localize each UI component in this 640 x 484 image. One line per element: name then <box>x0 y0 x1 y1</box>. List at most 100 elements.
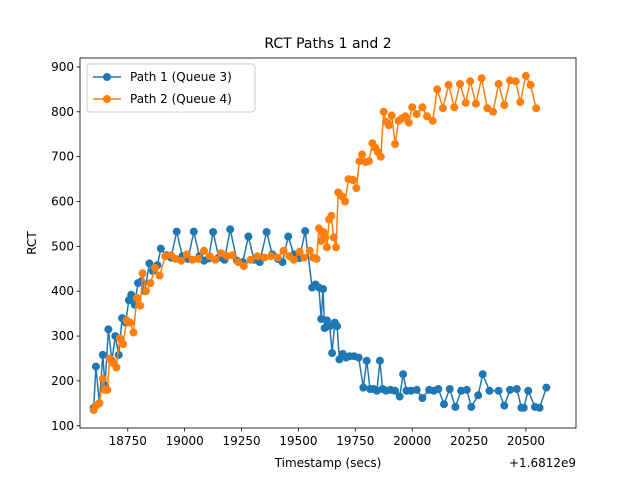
data-point <box>267 252 276 261</box>
x-axis-offset-label: +1.6812e9 <box>509 456 576 470</box>
data-point <box>516 98 525 106</box>
data-point <box>474 391 483 400</box>
data-point <box>136 301 145 310</box>
data-point <box>138 269 147 278</box>
x-tick-label: 19000 <box>166 434 204 448</box>
y-tick-label: 500 <box>51 239 74 253</box>
data-point <box>200 246 208 255</box>
data-point <box>532 104 541 113</box>
data-point <box>535 403 544 412</box>
data-point <box>471 99 480 108</box>
data-point <box>526 80 535 89</box>
data-point <box>129 328 138 337</box>
data-point <box>500 101 509 110</box>
data-point <box>262 228 271 236</box>
data-point <box>408 103 417 112</box>
data-point <box>521 71 530 80</box>
y-axis-label: RCT <box>25 231 39 255</box>
data-point <box>391 140 400 149</box>
data-point <box>467 402 476 411</box>
y-tick-label: 300 <box>51 329 74 343</box>
data-point <box>444 80 453 89</box>
data-point <box>483 104 492 113</box>
x-tick-label: 18750 <box>109 434 147 448</box>
data-point <box>98 350 107 359</box>
data-point <box>412 110 421 119</box>
data-point <box>151 263 160 272</box>
data-point <box>451 402 460 411</box>
axes-frame <box>79 57 577 429</box>
data-point <box>349 176 357 184</box>
data-point <box>295 247 304 256</box>
data-point <box>226 225 235 234</box>
data-point <box>376 152 385 161</box>
data-point <box>412 385 421 394</box>
data-point <box>433 85 442 94</box>
data-point <box>352 184 361 193</box>
data-point <box>211 255 220 264</box>
data-point <box>142 287 150 296</box>
data-point <box>209 228 218 236</box>
data-point <box>332 243 340 252</box>
data-point <box>322 243 331 252</box>
data-point <box>289 255 298 264</box>
data-point <box>456 80 464 88</box>
data-point <box>260 253 269 262</box>
data-point <box>126 318 135 327</box>
data-point <box>391 386 400 395</box>
y-tick-label: 800 <box>51 105 74 119</box>
data-point <box>434 385 443 393</box>
data-point <box>156 244 165 253</box>
data-point <box>114 350 123 359</box>
legend-label: Path 1 (Queue 3) <box>130 70 232 84</box>
data-point <box>511 77 520 86</box>
data-point <box>341 197 350 206</box>
data-point <box>312 254 321 263</box>
data-point <box>401 112 410 121</box>
data-point <box>387 111 396 120</box>
y-tick-label: 100 <box>51 419 74 433</box>
data-point <box>112 363 121 372</box>
data-point <box>284 232 293 241</box>
data-point <box>321 233 330 242</box>
data-point <box>466 77 475 86</box>
legend-items: Path 1 (Queue 3) Path 2 (Queue 4) <box>93 70 232 106</box>
data-point <box>95 399 104 408</box>
y-tick-label: 200 <box>51 374 74 388</box>
x-tick-label: 20500 <box>507 434 545 448</box>
data-point <box>329 233 338 242</box>
data-point <box>132 293 141 302</box>
data-point <box>305 246 314 255</box>
data-point <box>177 256 186 265</box>
data-point <box>494 80 503 88</box>
data-point <box>273 253 282 262</box>
x-tick-label: 20000 <box>393 434 431 448</box>
y-tick-label: 900 <box>51 60 74 74</box>
data-point <box>438 104 447 113</box>
x-tick-label: 19250 <box>222 434 260 448</box>
data-point <box>399 370 408 379</box>
data-point <box>194 254 203 263</box>
data-point <box>428 116 437 125</box>
x-tick-label: 20250 <box>450 434 488 448</box>
legend-marker <box>103 73 111 81</box>
y-tick-label: 600 <box>51 195 74 209</box>
x-tick-label: 19750 <box>336 434 374 448</box>
x-axis-ticks: 18750 19000 19250 19500 19750 20000 20250 20500 <box>109 428 545 448</box>
data-point <box>450 103 459 112</box>
data-point <box>182 250 191 259</box>
data-point <box>418 394 427 402</box>
data-point <box>327 211 336 220</box>
data-point <box>358 150 367 159</box>
data-point <box>461 98 470 107</box>
data-point <box>423 112 431 121</box>
data-point <box>395 392 404 401</box>
data-point <box>189 227 198 236</box>
data-point <box>103 385 112 394</box>
data-point <box>489 107 497 116</box>
data-point <box>524 386 533 395</box>
data-point <box>279 246 288 255</box>
data-point <box>542 383 551 392</box>
